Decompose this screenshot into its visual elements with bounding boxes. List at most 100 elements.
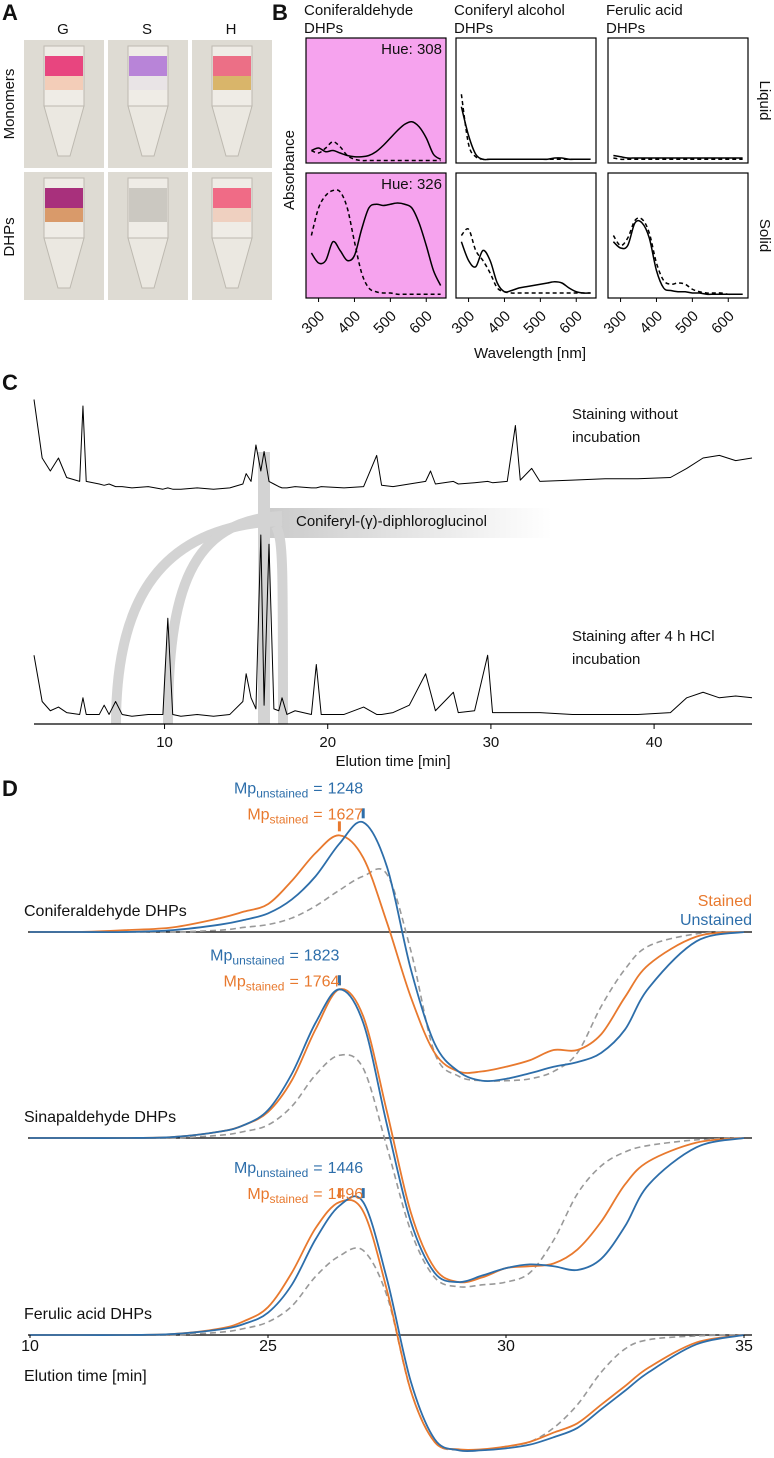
row-label: Solid [756,219,773,252]
plot-box [305,172,447,299]
plot-box [607,37,749,164]
row-label: Liquid [756,80,773,120]
mp-subscript: stained [246,979,285,993]
mp-subscript: unstained [256,787,308,801]
highlight-bands [111,452,552,725]
gpc-line [30,820,745,1083]
legend-entry: Stained [698,893,752,910]
spectrum-line [310,202,442,286]
photo [192,40,272,168]
mp-prefix: Mp [247,807,269,824]
spectrum-line [460,228,591,294]
spectrum-line [310,189,441,296]
mp-equals: = [313,1160,322,1177]
highlight-band [262,508,552,538]
annotation: Hue: 326 [381,176,442,193]
x-axis-label: Wavelength [nm] [474,345,586,362]
tube-cone [211,237,253,289]
x-tick-label: 35 [735,1338,753,1355]
liquid-top [129,56,167,76]
photo [24,40,104,168]
liquid-bottom [213,208,251,222]
spectrum-line [460,241,591,294]
mp-subscript: stained [270,813,309,827]
column-title: Coniferyl alcohol [454,2,565,19]
x-tick-label: 400 [484,308,514,338]
column-title: Coniferaldehyde [304,2,413,19]
gpc-line [30,1195,745,1453]
spectrum-line [460,94,591,161]
column-title: DHPs [606,20,645,37]
panel-label: D [2,776,18,801]
column-label: S [142,21,152,38]
trace-label: incubation [572,651,640,668]
mp-equals: = [313,807,322,824]
tube-cone [43,105,85,157]
trace-label: Staining without [572,406,679,423]
mp-annotation: Mpunstained = 1823 [210,948,339,968]
panel-title: Coniferaldehyde DHPs [24,903,187,920]
gpc-line [30,1053,745,1288]
spectrum-line [612,217,743,296]
x-tick-label: 40 [646,734,663,751]
x-tick-label: 300 [298,308,328,338]
liquid-bottom [213,76,251,90]
mp-prefix: Mp [210,948,232,965]
mp-value: 1496 [328,1186,364,1203]
panel-label: A [2,0,18,25]
column-label: H [226,21,237,38]
liquid-bottom [45,76,83,90]
mp-subscript: unstained [232,953,284,967]
x-tick-label: 400 [334,308,364,338]
liquid-top [213,188,251,208]
x-tick-label: 400 [636,308,666,338]
liquid-bottom [129,208,167,222]
mp-value: 1764 [304,974,340,991]
photo [108,40,188,168]
x-tick-label: 30 [497,1338,515,1355]
x-tick-label: 10 [21,1338,39,1355]
spectrum-line [311,120,442,160]
x-axis-label: Elution time [min] [335,753,450,770]
chromatogram-line [33,534,753,717]
plot-box [305,37,447,164]
spectrum-line [311,141,441,162]
mp-prefix: Mp [234,1160,256,1177]
row-label: DHPs [1,217,18,256]
x-tick-label: 20 [319,734,336,751]
liquid-top [45,56,83,76]
liquid-top [129,188,167,208]
gpc-line [29,834,745,1074]
highlight-band [271,523,288,725]
liquid-bottom [45,208,83,222]
mp-prefix: Mp [234,781,256,798]
gpc-line [30,868,745,1082]
y-axis-label: Absorbance [281,130,298,210]
trace-label: Staining after 4 h HCl [572,628,715,645]
mp-equals: = [313,781,322,798]
liquid-bottom [129,76,167,90]
tube-cone [127,105,169,157]
annotation: Coniferyl-(γ)-diphloroglucinol [296,513,487,530]
liquid-top [45,188,83,208]
trace-label: incubation [572,429,640,446]
column-title: DHPs [454,20,493,37]
x-tick-label: 600 [406,308,436,338]
mp-annotation: Mpunstained = 1446 [234,1160,363,1180]
mp-equals: = [289,948,298,965]
x-axis-label: Elution time [min] [24,1368,147,1385]
x-tick-label: 25 [259,1338,277,1355]
x-tick-label: 10 [156,734,173,751]
mp-value: 1248 [328,781,364,798]
liquid-top [213,56,251,76]
panel-title: Ferulic acid DHPs [24,1306,152,1323]
mp-annotation: Mpstained = 1764 [224,974,340,994]
highlight-band [163,511,283,725]
tube-cone [211,105,253,157]
x-tick-label: 300 [448,308,478,338]
x-tick-label: 500 [520,308,550,338]
x-tick-label: 300 [600,308,630,338]
panel-label: C [2,370,18,395]
